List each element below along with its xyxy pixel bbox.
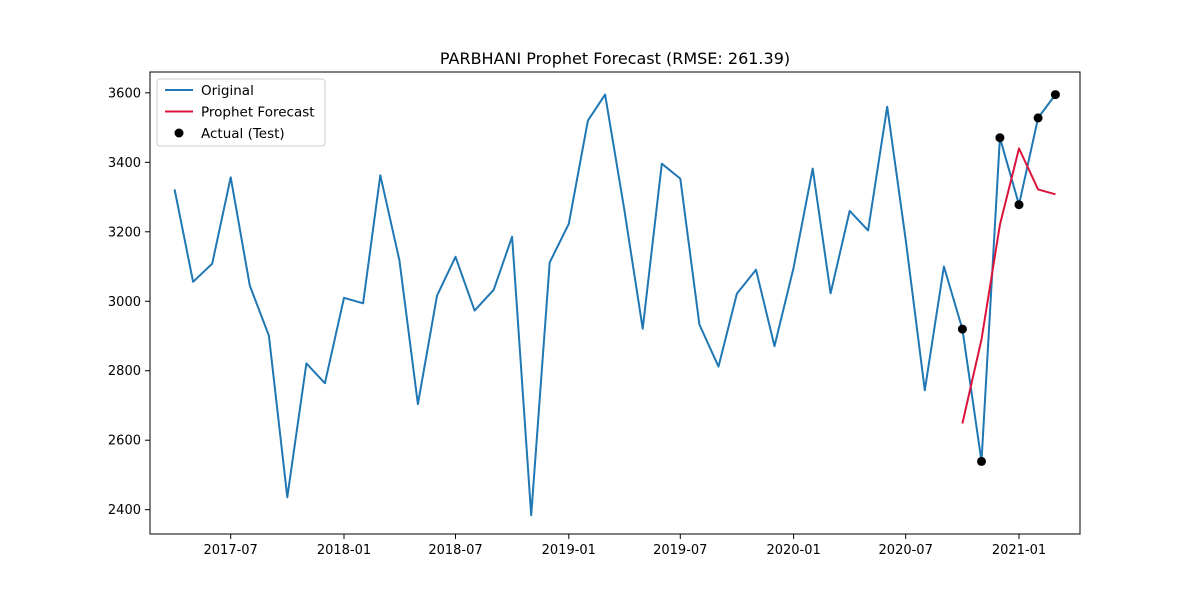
y-tick-label: 3600	[108, 86, 141, 101]
scatter-point-3	[1014, 200, 1024, 210]
x-tick-label: 2020-07	[879, 543, 933, 558]
scatter-point-1	[977, 456, 986, 466]
y-tick-label: 2800	[108, 364, 141, 379]
scatter-point-5	[1050, 90, 1060, 100]
plot-area	[173, 90, 1060, 517]
series-line-0	[173, 93, 1057, 517]
y-tick-label: 3400	[108, 156, 141, 171]
legend-box	[156, 78, 326, 147]
y-tick-label: 2400	[108, 503, 141, 518]
legend-swatch	[174, 128, 184, 138]
legend-label: Actual (Test)	[201, 126, 285, 142]
x-tick-label: 2018-07	[428, 543, 482, 558]
x-tick-label: 2020-01	[766, 543, 820, 558]
y-tick-label: 2600	[108, 434, 141, 449]
legend-label: Prophet Forecast	[201, 105, 315, 121]
x-tick-label: 2021-01	[992, 543, 1046, 558]
axes: 2017-07 2018-01 2018-07 2019-01 2019-07 2020-…	[108, 86, 1046, 558]
scatter-point-2	[995, 133, 1005, 143]
legend-label: Original	[201, 83, 254, 99]
legend: Original Prophet Forecast Actual (Test)	[156, 78, 326, 147]
x-tick-label: 2017-07	[204, 543, 258, 558]
x-tick-label: 2018-01	[317, 543, 371, 558]
y-tick-label: 3200	[108, 225, 141, 240]
chart-title: PARBHANI Prophet Forecast (RMSE: 261.39)	[440, 49, 790, 68]
y-tick-label: 3000	[108, 295, 141, 310]
plot-frame	[149, 71, 1081, 535]
x-tick-label: 2019-07	[653, 543, 707, 558]
series-line-1	[961, 147, 1056, 424]
scatter-point-4	[1033, 113, 1043, 123]
x-tick-label: 2019-01	[542, 543, 596, 558]
scatter-point-0	[957, 324, 967, 334]
